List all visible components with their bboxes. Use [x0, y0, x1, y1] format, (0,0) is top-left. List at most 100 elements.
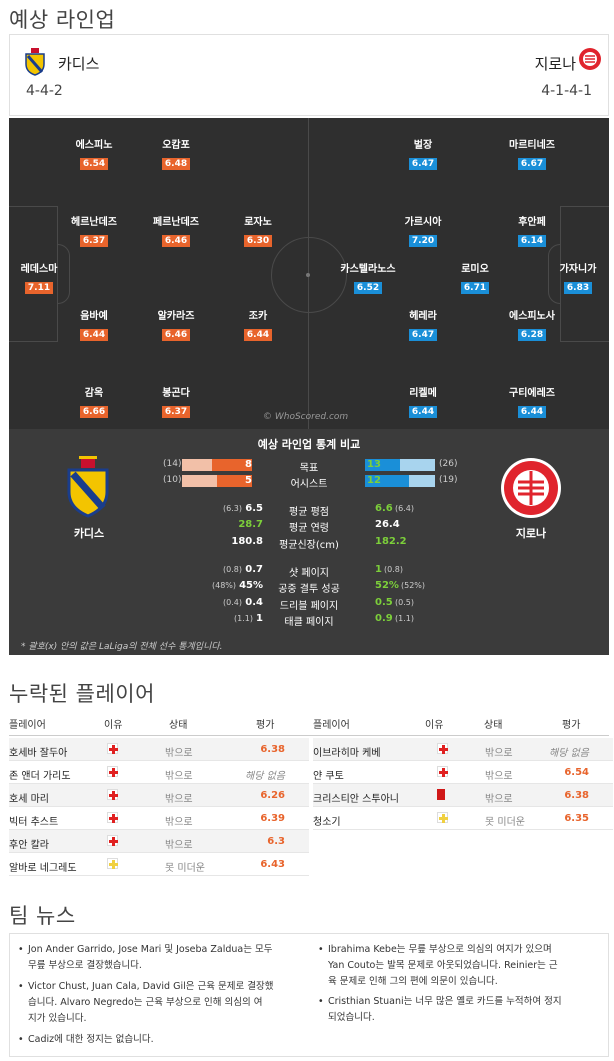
- news-title: 팀 뉴스: [9, 904, 76, 928]
- news-home-3: Cadiz에 대한 정지는 없습니다.: [18, 1032, 298, 1048]
- missing-player-name[interactable]: 이브라히마 케베: [313, 748, 381, 759]
- missing-player-status: 밖으로: [165, 840, 193, 851]
- missing-player-name[interactable]: 존 앤더 가리도: [9, 771, 71, 782]
- header-divider: [9, 735, 609, 736]
- header-rating: 평가: [562, 720, 581, 731]
- missing-player-rating: 해당 없음: [549, 748, 589, 759]
- pitch-player-home[interactable]: 에스피노 6.54: [75, 140, 113, 170]
- pitch-player-away[interactable]: 구티에레즈 6.44: [509, 388, 555, 418]
- pitch-player-away[interactable]: 리켈메 6.44: [408, 388, 438, 418]
- red-card-icon: [437, 789, 445, 800]
- missing-player-row[interactable]: 호세 마리 밖으로 6.26: [9, 784, 309, 807]
- injury-icon: [437, 743, 448, 754]
- pitch-player-away[interactable]: 후안페 6.14: [517, 217, 547, 247]
- away-assists-bar: [365, 475, 409, 487]
- missing-player-status: 밖으로: [165, 771, 193, 782]
- away-team-name[interactable]: 지로나: [534, 55, 576, 73]
- doubtful-icon: [107, 858, 118, 869]
- missing-player-rating: 6.38: [260, 744, 285, 755]
- injury-icon: [107, 766, 118, 777]
- pitch-player-home[interactable]: 레데스마 7.11: [20, 264, 58, 294]
- injury-icon: [107, 789, 118, 800]
- pitch-player-home[interactable]: 오캄포 6.48: [161, 140, 191, 170]
- girona-crest-large-icon: [501, 458, 561, 518]
- missing-player-rating: 6.26: [260, 790, 285, 801]
- pitch-player-away[interactable]: 로미오 6.71: [460, 264, 490, 294]
- missing-player-status: 밖으로: [165, 794, 193, 805]
- pitch-player-away[interactable]: 에스피노사 6.28: [509, 311, 555, 341]
- missing-player-row[interactable]: 호세바 잘두아 밖으로 6.38: [9, 738, 309, 761]
- news-home-2: Victor Chust, Juan Cala, David Gil은 근육 문…: [18, 979, 298, 1027]
- missing-player-name[interactable]: 빅터 추스트: [9, 817, 59, 828]
- missing-player-name[interactable]: 얀 쿠토: [313, 771, 344, 782]
- missing-player-status: 밖으로: [165, 748, 193, 759]
- missing-player-rating: 6.35: [564, 813, 589, 824]
- team-header: 카디스 4-4-2 지로나 4-1-4-1: [9, 34, 609, 116]
- news-away-2: Cristhian Stuani는 너무 많은 옐로 카드를 누적하여 정지되었…: [318, 994, 598, 1026]
- whoscored-watermark: © WhoScored.com: [263, 412, 349, 422]
- pitch-player-away[interactable]: 벌장 6.47: [388, 136, 458, 170]
- home-formation: 4-4-2: [26, 83, 63, 99]
- header-player: 플레이어: [313, 720, 350, 731]
- missing-player-name[interactable]: 알바로 네그레도: [9, 863, 77, 874]
- missing-player-row[interactable]: 알바로 네그레도 못 미더운 6.43: [9, 853, 309, 876]
- missing-player-status: 밖으로: [485, 771, 513, 782]
- cadiz-crest-large-icon: [67, 456, 109, 518]
- missing-player-status: 못 미더운: [165, 863, 205, 874]
- header-reason: 이유: [104, 720, 123, 731]
- news-home-1: Jon Ander Garrido, Jose Mari 및 Joseba Za…: [18, 942, 298, 974]
- pitch-player-away[interactable]: 카스텔라노스 6.52: [340, 264, 396, 294]
- missing-player-status: 밖으로: [165, 817, 193, 828]
- missing-player-name[interactable]: 호세바 잘두아: [9, 748, 68, 759]
- pitch-player-away[interactable]: 가자니가 6.83: [559, 264, 597, 294]
- comparison-title: 예상 라인업 통계 비교: [257, 438, 361, 451]
- cadiz-crest-icon: [25, 48, 45, 76]
- center-spot: [306, 273, 310, 277]
- pitch-player-away[interactable]: 마르티네즈 6.67: [509, 140, 555, 170]
- pitch-player-home[interactable]: 조카 6.44: [223, 307, 293, 341]
- missing-player-row[interactable]: 후안 칼라 밖으로 6.3: [9, 830, 309, 853]
- home-goals-bar: [212, 459, 252, 471]
- missing-player-name[interactable]: 호세 마리: [9, 794, 49, 805]
- missing-player-rating: 6.54: [564, 767, 589, 778]
- missing-player-status: 못 미더운: [485, 817, 525, 828]
- pitch-player-home[interactable]: 음바예 6.44: [79, 311, 109, 341]
- missing-player-row[interactable]: 이브라히마 케베 밖으로 해당 없음: [313, 738, 613, 761]
- pitch: 에스피노 6.54 오캄포 6.48 헤르난데즈 6.37 페르난데즈 6.46 로자노…: [9, 118, 609, 429]
- missing-player-name[interactable]: 크리스티안 스투아니: [313, 794, 399, 805]
- doubtful-icon: [437, 812, 448, 823]
- missing-player-name[interactable]: 청소기: [313, 817, 341, 828]
- injury-icon: [107, 743, 118, 754]
- header-status: 상태: [169, 720, 188, 731]
- missing-player-row[interactable]: 빅터 추스트 밖으로 6.39: [9, 807, 309, 830]
- injury-icon: [107, 812, 118, 823]
- pitch-player-away[interactable]: 헤레라 6.47: [408, 311, 438, 341]
- missing-player-row[interactable]: 청소기 못 미더운 6.35: [313, 807, 613, 830]
- home-compare-label: 카디스: [73, 527, 105, 540]
- missing-player-rating: 6.39: [260, 813, 285, 824]
- header-status: 상태: [484, 720, 503, 731]
- pitch-player-home[interactable]: 감옥 6.66: [59, 384, 129, 418]
- home-team-name[interactable]: 카디스: [58, 55, 100, 73]
- pitch-player-home[interactable]: 로자노 6.30: [243, 217, 273, 247]
- pitch-player-home[interactable]: 알카라즈 6.46: [157, 311, 195, 341]
- missing-player-status: 밖으로: [485, 748, 513, 759]
- lineup-title: 예상 라인업: [9, 8, 116, 32]
- missing-player-status: 밖으로: [485, 794, 513, 805]
- pitch-player-home[interactable]: 헤르난데즈 6.37: [71, 217, 117, 247]
- missing-player-rating: 6.43: [260, 859, 285, 870]
- missing-player-name[interactable]: 후안 칼라: [9, 840, 49, 851]
- girona-crest-icon: [579, 48, 601, 70]
- center-circle: [271, 237, 347, 313]
- missing-player-row[interactable]: 얀 쿠토 밖으로 6.54: [313, 761, 613, 784]
- missing-player-row[interactable]: 크리스티안 스투아니 밖으로 6.38: [313, 784, 613, 807]
- injury-icon: [107, 835, 118, 846]
- injury-icon: [437, 766, 448, 777]
- missing-player-row[interactable]: 존 앤더 가리도 밖으로 해당 없음: [9, 761, 309, 784]
- header-reason: 이유: [425, 720, 444, 731]
- pitch-player-away[interactable]: 가르시아 7.20: [404, 217, 442, 247]
- missing-title: 누락된 플레이어: [9, 682, 155, 706]
- pitch-player-home[interactable]: 봉곤다 6.37: [161, 388, 191, 418]
- pitch-player-home[interactable]: 페르난데즈 6.46: [153, 217, 199, 247]
